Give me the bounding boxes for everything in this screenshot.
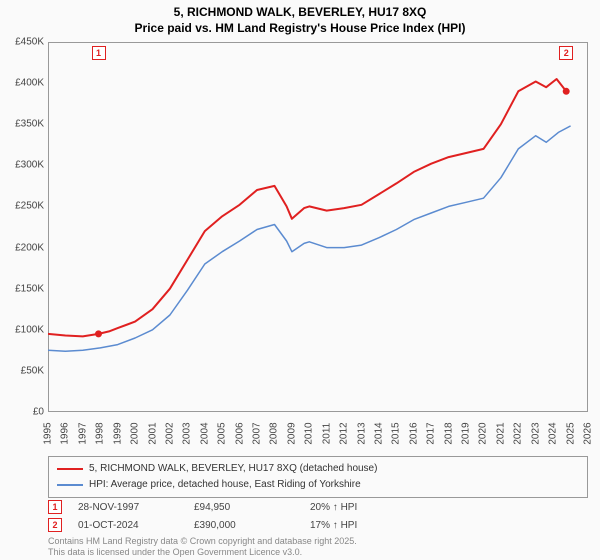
title-line-1: 5, RICHMOND WALK, BEVERLEY, HU17 8XQ (0, 4, 600, 20)
legend-label: 5, RICHMOND WALK, BEVERLEY, HU17 8XQ (de… (89, 461, 377, 477)
legend-label: HPI: Average price, detached house, East… (89, 477, 361, 493)
x-tick-label: 2023 (530, 422, 541, 444)
y-tick-label: £450K (15, 37, 44, 48)
x-tick-label: 1997 (77, 422, 88, 444)
x-axis: 1995199619971998199920002001200220032004… (48, 412, 588, 454)
x-tick-label: 2011 (321, 423, 332, 445)
x-tick-label: 2016 (408, 422, 419, 444)
title-line-2: Price paid vs. HM Land Registry's House … (0, 20, 600, 36)
plot-area: 12 (48, 42, 588, 412)
x-tick-label: 2009 (286, 422, 297, 444)
x-tick-label: 2006 (234, 422, 245, 444)
x-tick-label: 2018 (443, 422, 454, 444)
footer-line-1: Contains HM Land Registry data © Crown c… (48, 536, 357, 547)
data-row-price: £94,950 (194, 502, 294, 513)
y-tick-label: £50K (21, 365, 44, 376)
data-row-price: £390,000 (194, 520, 294, 531)
x-tick-label: 2005 (217, 422, 228, 444)
x-tick-label: 2008 (269, 422, 280, 444)
x-tick-label: 2000 (130, 422, 141, 444)
x-tick-label: 2013 (356, 422, 367, 444)
series-line (48, 79, 566, 336)
chart-title: 5, RICHMOND WALK, BEVERLEY, HU17 8XQ Pri… (0, 0, 600, 36)
legend-swatch (57, 468, 83, 470)
plot-svg (48, 42, 588, 412)
footer-attribution: Contains HM Land Registry data © Crown c… (48, 536, 357, 559)
series-line (48, 126, 571, 351)
x-tick-label: 2003 (182, 422, 193, 444)
x-tick-label: 2010 (304, 422, 315, 444)
chart-container: 5, RICHMOND WALK, BEVERLEY, HU17 8XQ Pri… (0, 0, 600, 560)
footer-line-2: This data is licensed under the Open Gov… (48, 547, 357, 558)
x-tick-label: 1995 (43, 422, 54, 444)
data-row-date: 28-NOV-1997 (78, 502, 178, 513)
data-point-marker (95, 330, 102, 337)
data-table: 1 28-NOV-1997 £94,950 20% ↑ HPI 2 01-OCT-2024… (48, 498, 588, 534)
x-tick-label: 2026 (583, 422, 594, 444)
legend-item: 5, RICHMOND WALK, BEVERLEY, HU17 8XQ (de… (57, 461, 579, 477)
x-tick-label: 1996 (60, 422, 71, 444)
x-tick-label: 1999 (112, 422, 123, 444)
data-row-delta: 20% ↑ HPI (310, 502, 410, 513)
data-row: 1 28-NOV-1997 £94,950 20% ↑ HPI (48, 498, 588, 516)
data-row-delta: 17% ↑ HPI (310, 520, 410, 531)
x-tick-label: 1998 (95, 422, 106, 444)
legend-swatch (57, 484, 83, 486)
x-tick-label: 2014 (373, 422, 384, 444)
x-tick-label: 2001 (147, 422, 158, 444)
x-tick-label: 2022 (513, 422, 524, 444)
y-tick-label: £400K (15, 78, 44, 89)
data-row: 2 01-OCT-2024 £390,000 17% ↑ HPI (48, 516, 588, 534)
x-tick-label: 2024 (548, 422, 559, 444)
x-tick-label: 2017 (426, 422, 437, 444)
y-tick-label: £350K (15, 119, 44, 130)
marker-badge: 2 (559, 46, 573, 60)
data-point-marker (563, 88, 570, 95)
y-tick-label: £100K (15, 324, 44, 335)
x-tick-label: 2020 (478, 422, 489, 444)
x-tick-label: 2002 (164, 422, 175, 444)
y-axis: £0£50K£100K£150K£200K£250K£300K£350K£400… (0, 42, 48, 412)
y-tick-label: £200K (15, 242, 44, 253)
y-tick-label: £300K (15, 160, 44, 171)
x-tick-label: 2015 (391, 422, 402, 444)
x-tick-label: 2012 (339, 422, 350, 444)
x-tick-label: 2007 (252, 422, 263, 444)
marker-badge: 1 (92, 46, 106, 60)
y-tick-label: £150K (15, 283, 44, 294)
x-tick-label: 2025 (565, 422, 576, 444)
x-tick-label: 2019 (461, 422, 472, 444)
data-row-date: 01-OCT-2024 (78, 520, 178, 531)
legend: 5, RICHMOND WALK, BEVERLEY, HU17 8XQ (de… (48, 456, 588, 498)
x-tick-label: 2021 (495, 422, 506, 444)
data-row-badge: 1 (48, 500, 62, 514)
y-tick-label: £0 (33, 407, 44, 418)
data-row-badge: 2 (48, 518, 62, 532)
legend-item: HPI: Average price, detached house, East… (57, 477, 579, 493)
y-tick-label: £250K (15, 201, 44, 212)
x-tick-label: 2004 (199, 422, 210, 444)
